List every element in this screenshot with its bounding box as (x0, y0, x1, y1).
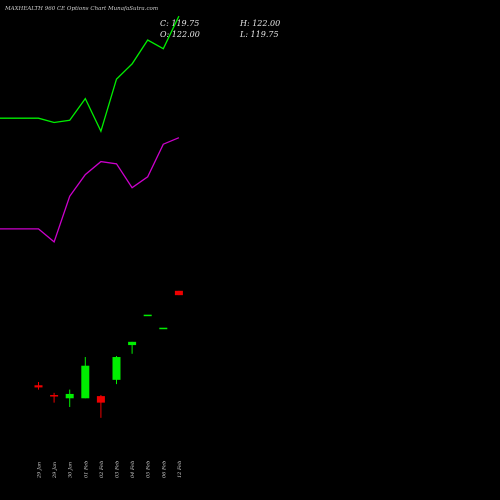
chart-title: MAXHEALTH 960 CE Options Chart MunafaSut… (4, 6, 158, 12)
x-tick-label: 01 Feb (83, 461, 89, 478)
candle-body (143, 314, 152, 317)
candle-body (174, 290, 183, 296)
candle (81, 357, 90, 399)
x-tick-label: 06 Feb (161, 461, 167, 478)
close-value: C: 119.75 (160, 19, 199, 28)
x-tick-label: 04 Feb (130, 461, 136, 478)
x-tick-label: 03 Feb (115, 461, 121, 478)
x-tick-label: 02 Feb (99, 461, 105, 478)
candle-body (96, 396, 105, 403)
x-axis-ticks: 29 Jan 29 Jan 30 Jan 01 Feb 02 Feb 03 Feb 04 F… (37, 461, 183, 479)
candle-body (50, 395, 59, 397)
x-tick-label: 30 Jan (68, 462, 74, 478)
open-value: O: 122.00 (160, 30, 200, 39)
indicator-line-2 (0, 137, 180, 244)
candle (128, 341, 137, 354)
indicator-line-1 (0, 15, 180, 133)
candle (34, 382, 43, 390)
candle (96, 395, 105, 418)
x-tick-label: 29 Jan (37, 462, 43, 479)
candle (50, 392, 59, 403)
candles (34, 290, 183, 418)
candle (174, 290, 183, 296)
candle-body (81, 365, 90, 399)
x-tick-label: 29 Jan (52, 462, 58, 479)
candle-body (65, 393, 74, 399)
x-tick-label: 12 Feb (177, 461, 183, 478)
high-value: H: 122.00 (239, 19, 280, 28)
x-tick-label: 05 Feb (146, 461, 152, 478)
candle-body (112, 357, 121, 380)
candle-body (128, 341, 137, 346)
low-value: L: 119.75 (239, 30, 279, 39)
candle-body (34, 385, 43, 388)
candle (65, 389, 74, 407)
candle (112, 355, 121, 385)
candle-body (159, 327, 168, 330)
candle (159, 327, 168, 330)
candle (143, 314, 152, 317)
indicator-lines (0, 15, 180, 244)
